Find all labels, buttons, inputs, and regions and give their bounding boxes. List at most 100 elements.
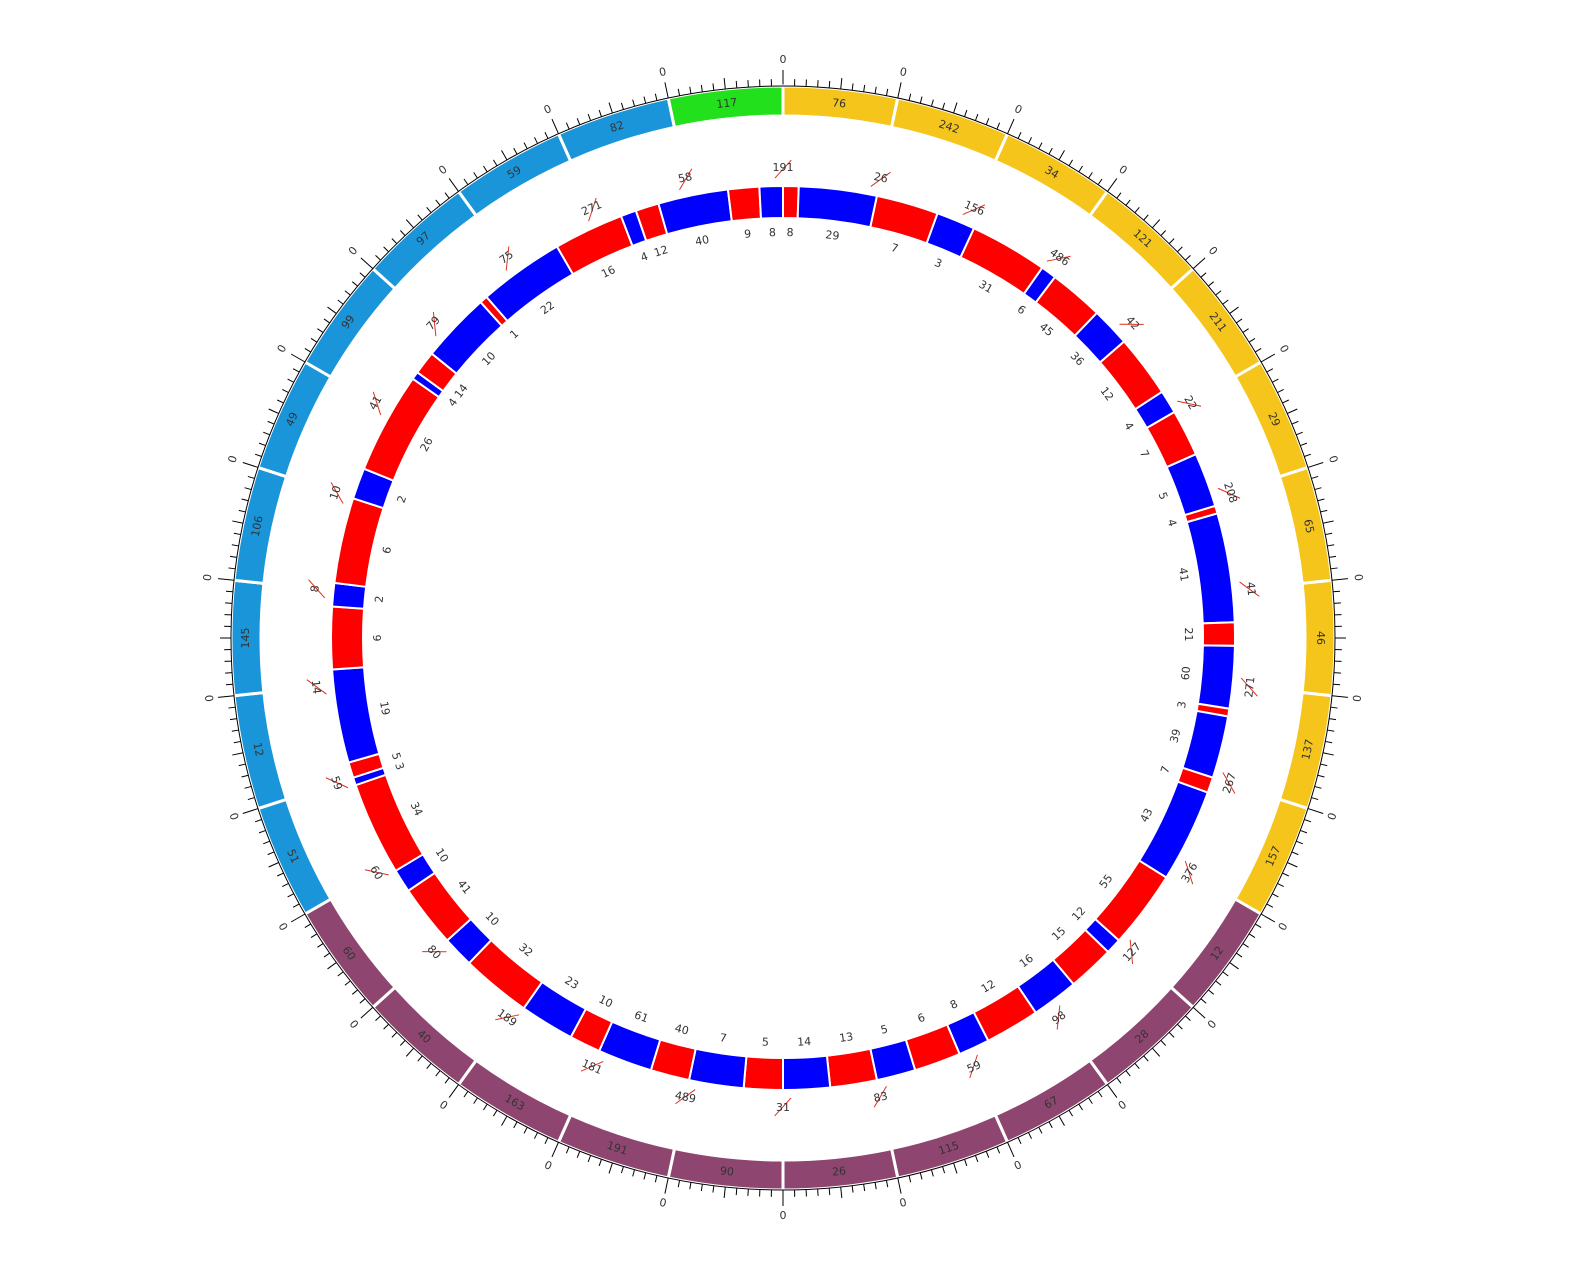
tick: [492, 1109, 498, 1117]
tick: [534, 1132, 539, 1139]
tick: [405, 1047, 415, 1057]
tick: [1254, 347, 1262, 353]
tick: [1078, 165, 1083, 173]
tick: [238, 509, 246, 513]
middle-mark: [364, 869, 389, 876]
tick: [1088, 1097, 1093, 1104]
tick: [1317, 498, 1325, 502]
tick: [513, 1121, 518, 1129]
middle-mark: [679, 168, 693, 191]
tick: [247, 797, 255, 801]
tick: [1058, 150, 1065, 161]
tick: [942, 102, 946, 110]
tick-label: 0: [227, 811, 242, 822]
tick: [1287, 408, 1298, 414]
middle-mark: [1184, 860, 1194, 885]
inner-label: 21: [1182, 627, 1195, 641]
inner-label: 40: [694, 233, 710, 249]
tick: [1038, 142, 1043, 150]
segment-label: 145: [239, 628, 252, 649]
tick: [964, 1159, 968, 1167]
tick: [544, 1137, 549, 1145]
tick: [953, 1162, 958, 1174]
tick: [254, 819, 262, 823]
tick: [1287, 862, 1298, 868]
segment-label: 34: [1042, 163, 1061, 181]
tick: [241, 498, 249, 502]
tick: [1160, 230, 1167, 236]
middle-mark: [372, 391, 382, 416]
inner-label: 10: [433, 846, 451, 865]
tick: [576, 1151, 581, 1158]
tick: [448, 1084, 459, 1098]
tick: [985, 1151, 990, 1158]
tick: [1017, 131, 1022, 139]
tick: [473, 1097, 478, 1104]
tick-label: 0: [1326, 454, 1341, 465]
inner-block: [331, 666, 381, 764]
inner-block: [726, 185, 763, 223]
tick: [1327, 544, 1335, 547]
tick: [1307, 462, 1324, 468]
middle-mark: [1217, 487, 1241, 499]
tick: [444, 1077, 450, 1084]
tick: [1320, 509, 1328, 513]
tick: [1048, 1121, 1053, 1129]
tick: [501, 150, 508, 161]
inner-label: 16: [1017, 952, 1036, 971]
tick: [654, 1175, 658, 1183]
segment-label: 29: [1265, 410, 1283, 428]
tick: [1304, 819, 1312, 823]
tick: [229, 555, 237, 558]
inner-block: [782, 1054, 832, 1092]
tick: [426, 206, 432, 213]
tick: [268, 862, 279, 868]
inner-label: 12: [1069, 904, 1088, 923]
middle-mark: [1129, 939, 1134, 965]
tick: [1116, 192, 1122, 199]
tick-label: 0: [1012, 1158, 1024, 1173]
tick: [351, 281, 358, 287]
middle-label: 31: [776, 1101, 790, 1114]
tick: [1078, 1103, 1083, 1111]
inner-block: [869, 1038, 917, 1082]
inner-label: 14: [452, 382, 471, 401]
tick: [974, 1155, 979, 1163]
tick: [974, 113, 979, 121]
tick: [244, 785, 252, 789]
inner-block: [1201, 621, 1236, 647]
middle-mark: [1177, 400, 1202, 407]
inner-label: 8: [948, 997, 960, 1012]
inner-block: [1185, 512, 1236, 625]
tick: [964, 109, 968, 117]
tick: [897, 82, 902, 99]
inner-block: [555, 214, 634, 276]
tick: [1314, 487, 1322, 491]
tick: [1125, 199, 1131, 206]
tick: [1330, 567, 1338, 570]
tick: [1168, 238, 1175, 244]
tick: [360, 257, 374, 270]
tick: [1215, 980, 1222, 986]
inner-label: 39: [1167, 727, 1183, 744]
segment-label: 67: [1042, 1093, 1061, 1111]
tick: [463, 1090, 469, 1098]
tick-label: 0: [437, 1098, 450, 1113]
tick: [1296, 431, 1303, 436]
middle-mark: [969, 1054, 978, 1079]
tick: [1311, 797, 1319, 801]
tick: [254, 453, 262, 457]
tick: [1329, 555, 1337, 558]
tick: [587, 113, 592, 121]
middle-mark: [1046, 255, 1071, 262]
inner-label: 43: [1138, 806, 1156, 824]
tick: [1007, 1142, 1015, 1158]
tick: [885, 88, 889, 96]
tick: [1185, 254, 1191, 261]
tick: [1291, 851, 1299, 856]
tick: [1068, 1109, 1074, 1117]
tick: [327, 306, 337, 314]
tick: [551, 118, 559, 134]
tick: [1192, 1006, 1206, 1019]
